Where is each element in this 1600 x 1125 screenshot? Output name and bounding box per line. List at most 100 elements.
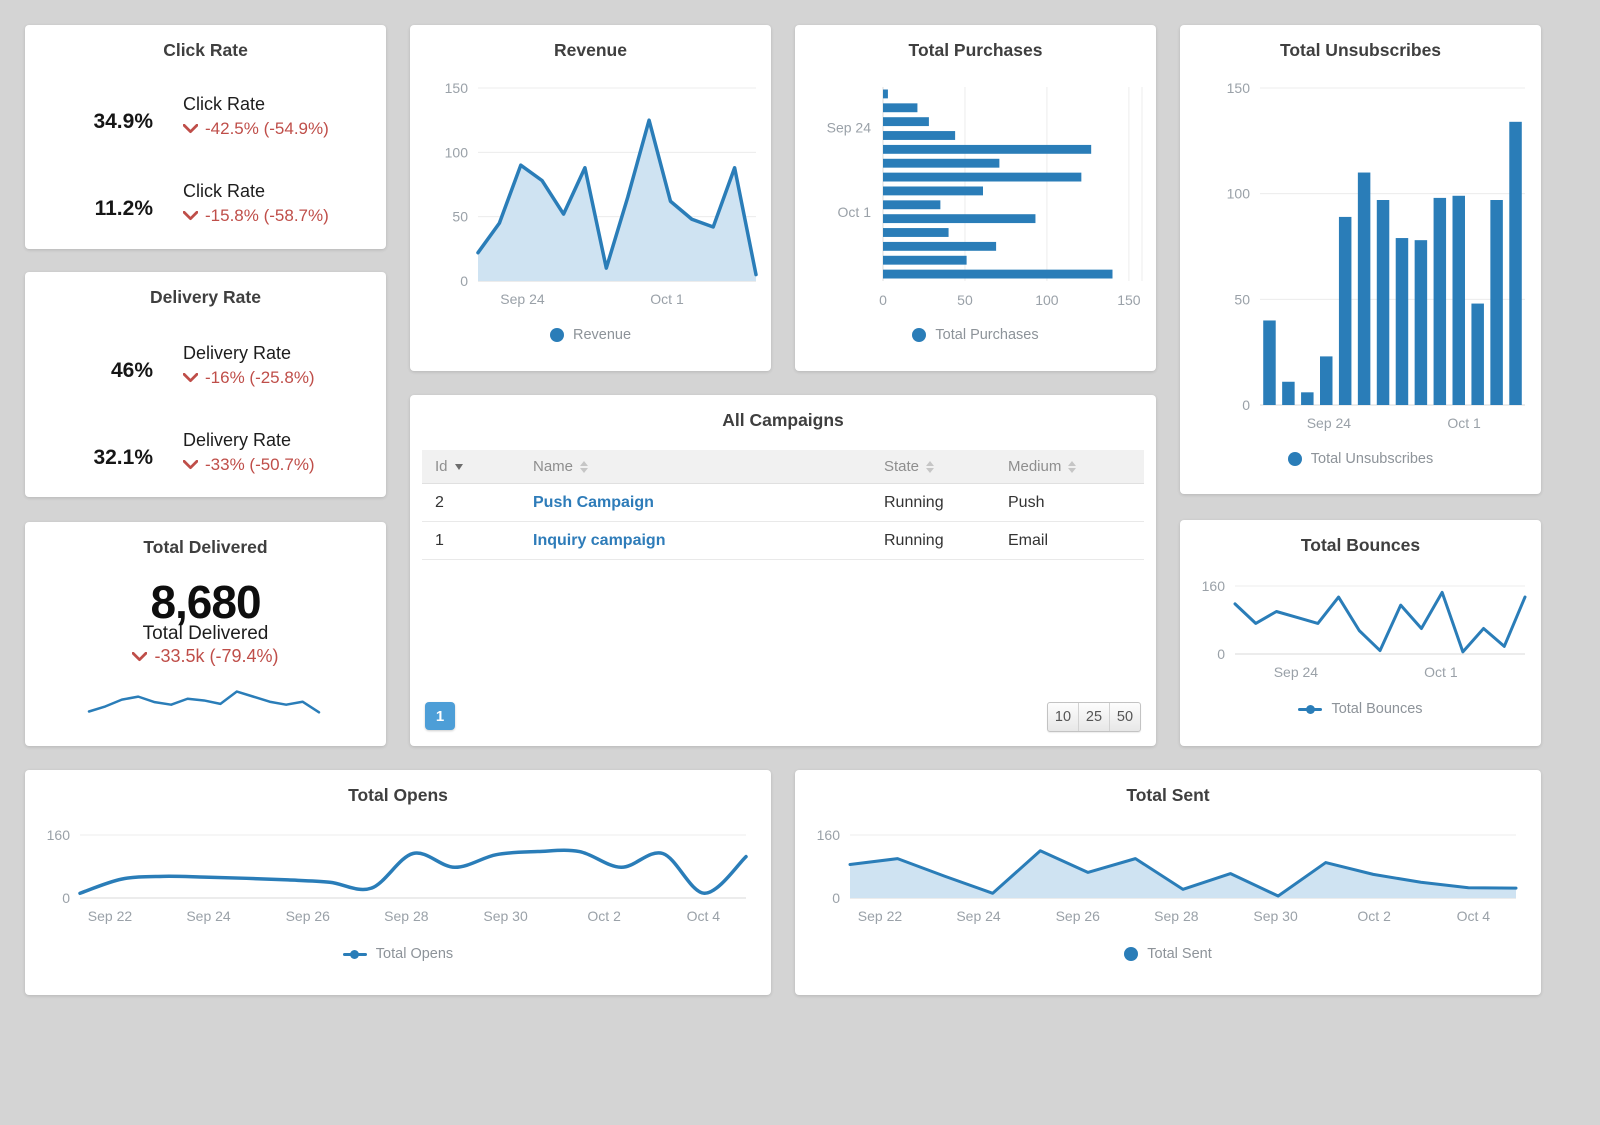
metric-value: 11.2% xyxy=(94,197,153,220)
total-unsubscribes-chart: 0 50 100 150 Sep 24 Oct 1 xyxy=(1180,25,1541,494)
svg-text:150: 150 xyxy=(1227,80,1251,96)
svg-text:0: 0 xyxy=(1242,397,1250,413)
total-delivered-label: Total Delivered xyxy=(142,623,269,644)
card-title: Total Opens xyxy=(348,785,448,805)
svg-text:100: 100 xyxy=(1227,186,1251,202)
table-row: 2 Push Campaign Running Push xyxy=(422,484,1144,522)
total-sent-card: Total Sent 0 160 Sep 22 Sep 24 Sep 26 Sep 28 S… xyxy=(795,770,1541,995)
cell-medium: Email xyxy=(1008,531,1049,549)
campaign-link[interactable]: Inquiry campaign xyxy=(533,531,666,549)
metric-label: Delivery Rate xyxy=(183,343,292,363)
svg-text:Oct 1: Oct 1 xyxy=(650,291,684,307)
campaign-link[interactable]: Push Campaign xyxy=(533,493,654,511)
svg-text:Sep 28: Sep 28 xyxy=(384,908,429,924)
svg-text:Oct 4: Oct 4 xyxy=(1457,908,1491,924)
svg-text:100: 100 xyxy=(445,144,469,160)
click-rate-card: Click Rate 34.9% Click Rate -42.5% (-54.… xyxy=(25,25,386,249)
click-rate-metric-1: 34.9% Click Rate -42.5% (-54.9%) xyxy=(25,93,386,139)
metric-value: 32.1% xyxy=(93,446,153,469)
page-size-group: 10 25 50 xyxy=(1047,702,1141,732)
svg-text:150: 150 xyxy=(1117,292,1141,308)
sort-desc-icon xyxy=(454,463,463,470)
pagination-page-1-button[interactable]: 1 xyxy=(425,702,455,730)
page-size-25-button[interactable]: 25 xyxy=(1079,703,1110,731)
total-bounces-chart: 0 160 Sep 24 Oct 1 xyxy=(1180,520,1541,746)
svg-text:160: 160 xyxy=(817,827,841,843)
decline-chevron-icon xyxy=(183,211,198,221)
svg-text:50: 50 xyxy=(1234,291,1250,307)
cell-id: 2 xyxy=(435,493,444,511)
legend-item-total-purchases[interactable]: Total Purchases xyxy=(795,327,1156,343)
metric-delta: -16% (-25.8%) xyxy=(183,368,315,388)
column-header-label: State xyxy=(884,458,920,475)
metric-value: 46% xyxy=(110,359,153,382)
svg-text:100: 100 xyxy=(1035,292,1059,308)
legend-item-revenue[interactable]: Revenue xyxy=(410,327,771,343)
svg-text:Oct 1: Oct 1 xyxy=(838,204,872,220)
legend-item-total-opens[interactable]: Total Opens xyxy=(25,946,771,962)
legend-item-total-unsubscribes[interactable]: Total Unsubscribes xyxy=(1180,451,1541,467)
legend-dot-icon xyxy=(1124,947,1139,961)
metric-delta-text: -16% (-25.8%) xyxy=(205,368,315,387)
delivery-rate-card: Delivery Rate 46% Delivery Rate -16% (-2… xyxy=(25,272,386,497)
svg-text:Oct 2: Oct 2 xyxy=(587,908,621,924)
legend-label: Total Bounces xyxy=(1331,701,1423,717)
decline-chevron-icon xyxy=(183,460,198,470)
svg-text:50: 50 xyxy=(452,209,468,225)
svg-text:50: 50 xyxy=(957,292,973,308)
decline-chevron-icon xyxy=(183,373,198,383)
metric-label: Delivery Rate xyxy=(183,430,292,450)
column-header-label: Medium xyxy=(1008,458,1062,475)
svg-text:0: 0 xyxy=(460,273,468,289)
card-title: Revenue xyxy=(554,40,627,60)
svg-text:Oct 2: Oct 2 xyxy=(1357,908,1391,924)
legend-item-total-sent[interactable]: Total Sent xyxy=(795,946,1541,962)
svg-text:Sep 26: Sep 26 xyxy=(286,908,331,924)
cell-id: 1 xyxy=(435,531,444,549)
legend-dot-icon xyxy=(912,328,927,342)
svg-text:160: 160 xyxy=(47,827,71,843)
total-unsubscribes-card: Total Unsubscribes 0 50 100 150 Sep 24 Oct 1 … xyxy=(1180,25,1541,494)
card-title: Total Sent xyxy=(1126,785,1210,805)
column-header-id[interactable]: Id xyxy=(422,458,520,475)
metric-delta-text: -15.8% (-58.7%) xyxy=(205,206,329,225)
delivery-rate-metric-2: 32.1% Delivery Rate -33% (-50.7%) xyxy=(25,429,386,475)
metric-delta-text: -33.5k (-79.4%) xyxy=(154,646,279,666)
page-size-10-button[interactable]: 10 xyxy=(1048,703,1079,731)
total-bounces-card: Total Bounces 0 160 Sep 24 Oct 1 Total Boun… xyxy=(1180,520,1541,746)
svg-text:Sep 24: Sep 24 xyxy=(827,120,872,136)
cell-state: Running xyxy=(884,531,944,549)
decline-chevron-icon xyxy=(132,651,148,661)
legend-label: Total Sent xyxy=(1147,946,1212,962)
sort-both-icon xyxy=(926,460,935,473)
card-title: All Campaigns xyxy=(722,410,844,430)
svg-text:0: 0 xyxy=(832,890,840,906)
svg-text:Oct 1: Oct 1 xyxy=(1447,415,1481,431)
page-size-50-button[interactable]: 50 xyxy=(1116,709,1134,725)
legend-label: Total Opens xyxy=(375,946,454,962)
column-header-state[interactable]: State xyxy=(884,458,1008,475)
metric-value: 34.9% xyxy=(93,110,153,133)
legend-line-dot-icon xyxy=(1298,702,1323,716)
svg-text:Sep 26: Sep 26 xyxy=(1056,908,1101,924)
campaigns-table: Id Name State Medium 2 Push Campa xyxy=(422,450,1144,560)
total-delivered-value: 8,680 xyxy=(150,576,261,628)
legend-label: Revenue xyxy=(572,327,632,343)
svg-text:Sep 24: Sep 24 xyxy=(1274,664,1319,680)
total-purchases-chart: 0 50 100 150 Sep 24 Oct 1 xyxy=(795,25,1156,371)
svg-text:Oct 1: Oct 1 xyxy=(1424,664,1458,680)
campaigns-table-header: Id Name State Medium xyxy=(422,450,1144,484)
legend-item-total-bounces[interactable]: Total Bounces xyxy=(1180,701,1541,717)
svg-text:Sep 24: Sep 24 xyxy=(956,908,1001,924)
table-row: 1 Inquiry campaign Running Email xyxy=(422,522,1144,560)
column-header-medium[interactable]: Medium xyxy=(1008,458,1144,475)
card-title: Total Purchases xyxy=(908,40,1043,60)
all-campaigns-card: All Campaigns Id Name State Medium xyxy=(410,395,1156,746)
column-header-label: Name xyxy=(533,458,574,475)
card-title: Total Unsubscribes xyxy=(1279,40,1442,60)
metric-delta: -42.5% (-54.9%) xyxy=(183,119,329,139)
sort-both-icon xyxy=(580,460,589,473)
metric-label: Click Rate xyxy=(183,94,266,114)
column-header-name[interactable]: Name xyxy=(520,458,884,475)
